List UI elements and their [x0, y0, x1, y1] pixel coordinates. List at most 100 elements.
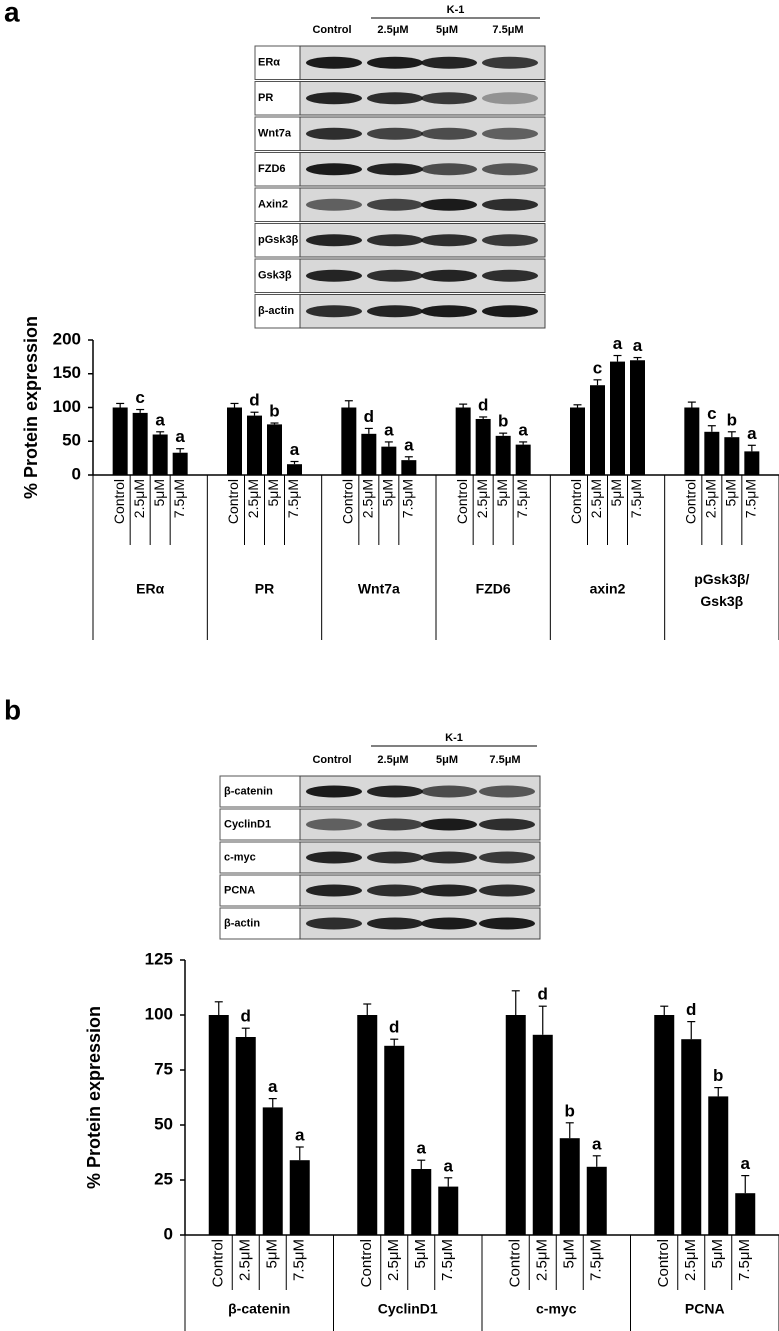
blot-band	[479, 917, 535, 930]
blot-label-box	[219, 841, 301, 874]
blot-band	[367, 163, 423, 176]
blot-band	[306, 785, 362, 798]
lane-label: Control	[312, 754, 351, 766]
y-tick-label: 50	[62, 431, 81, 450]
blot-band	[421, 163, 477, 176]
dose-label: 7.5μM	[285, 479, 301, 518]
bar	[152, 434, 168, 475]
bar	[411, 1169, 432, 1235]
significance-letter: d	[249, 391, 259, 410]
dose-label: Control	[507, 1239, 524, 1287]
dose-label: Control	[655, 1239, 672, 1287]
significance-letter: a	[613, 334, 623, 353]
y-tick-label: 100	[145, 1004, 173, 1023]
blot-band	[421, 92, 477, 105]
lane-label: 5μM	[436, 24, 458, 36]
blot-label-box	[254, 294, 301, 329]
dose-label: 5μM	[723, 479, 739, 507]
blot-label-box	[254, 258, 301, 293]
dose-label: 7.5μM	[439, 1239, 456, 1281]
y-axis-label: % Protein expression	[84, 1006, 104, 1189]
group-label: β-catenin	[228, 1301, 290, 1317]
dose-label: 5μM	[494, 479, 510, 507]
blot-band	[421, 56, 477, 69]
bar	[247, 415, 262, 475]
bar	[495, 435, 511, 475]
significance-letter: d	[389, 1018, 399, 1037]
bar	[610, 361, 625, 475]
significance-letter: a	[747, 424, 757, 443]
dose-label: Control	[225, 479, 241, 524]
bar	[361, 433, 377, 475]
group-label: PR	[255, 581, 274, 597]
bar	[744, 451, 760, 475]
blot-band	[306, 234, 362, 247]
dose-label: 5μM	[709, 1239, 726, 1268]
bar	[590, 385, 605, 475]
bar	[455, 407, 471, 475]
blot-band	[367, 269, 423, 282]
treatment-group: K-1	[445, 732, 463, 744]
y-tick-label: 100	[53, 397, 81, 416]
blot-label-box	[219, 775, 301, 808]
dose-label: Control	[340, 479, 356, 524]
dose-label: 5μM	[265, 479, 281, 507]
dose-label: 2.5μM	[703, 479, 719, 518]
blot-band	[306, 818, 362, 831]
blot-band	[482, 305, 538, 318]
group-label: PCNA	[685, 1301, 725, 1317]
dose-label: 2.5μM	[245, 479, 261, 518]
y-tick-label: 25	[154, 1169, 173, 1188]
blot-band	[479, 851, 535, 864]
bar	[570, 407, 585, 475]
bar	[384, 1045, 405, 1235]
group-label: c-myc	[536, 1301, 577, 1317]
significance-letter: b	[565, 1101, 575, 1120]
blot-label: PR	[258, 92, 273, 104]
blot-band	[367, 127, 423, 140]
group-label: axin2	[590, 581, 626, 597]
blot-band	[482, 163, 538, 176]
dose-label: 5μM	[608, 479, 624, 507]
significance-letter: a	[290, 440, 300, 459]
bar	[515, 444, 531, 475]
blot-band	[421, 198, 477, 211]
blot-band	[421, 127, 477, 140]
blot-label: Wnt7a	[258, 128, 292, 140]
blot-band	[421, 851, 477, 864]
blot-band	[306, 198, 362, 211]
dose-label: 2.5μM	[131, 479, 147, 518]
group-label: CyclinD1	[378, 1301, 438, 1317]
significance-letter: a	[417, 1139, 427, 1158]
blot-band	[367, 56, 423, 69]
blot-band	[482, 269, 538, 282]
dose-label: 5μM	[264, 1239, 281, 1268]
panel-letter: b	[4, 694, 21, 725]
bar	[654, 1015, 675, 1235]
blot-band	[306, 56, 362, 69]
significance-letter: c	[135, 388, 144, 407]
blot-band	[479, 785, 535, 798]
bar	[532, 1034, 553, 1235]
blot-label: β-actin	[258, 305, 294, 317]
significance-letter: a	[384, 420, 394, 439]
blot-band	[482, 92, 538, 105]
blot-label: FZD6	[258, 163, 286, 175]
y-tick-label: 0	[72, 464, 81, 483]
dose-label: 7.5μM	[736, 1239, 753, 1281]
lane-label: 2.5μM	[377, 24, 408, 36]
significance-letter: b	[269, 402, 279, 421]
significance-letter: d	[686, 1000, 696, 1019]
significance-letter: a	[741, 1154, 751, 1173]
y-tick-label: 0	[164, 1224, 173, 1243]
blot-label: Gsk3β	[258, 270, 292, 282]
bar	[235, 1037, 256, 1235]
blot-label-box	[254, 187, 301, 222]
dose-label: 5μM	[380, 479, 396, 507]
blot-label: β-actin	[224, 917, 260, 929]
bar	[704, 431, 720, 475]
dose-label: 7.5μM	[628, 479, 644, 518]
dose-label: 2.5μM	[385, 1239, 402, 1281]
dose-label: Control	[210, 1239, 227, 1287]
bar	[505, 1015, 526, 1235]
